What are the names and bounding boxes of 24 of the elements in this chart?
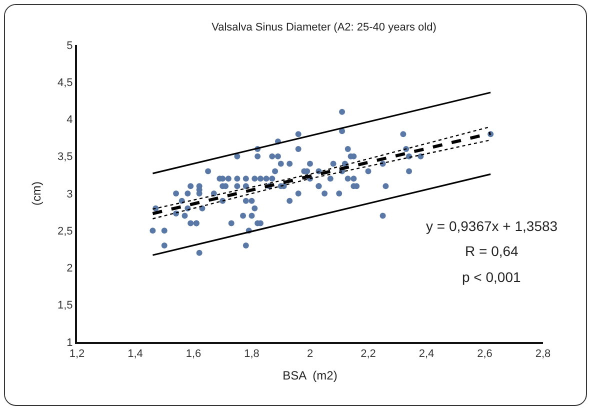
chart-title: Valsalva Sinus Diameter (A2: 25-40 years old) xyxy=(212,22,436,34)
y-tick-label: 2,5 xyxy=(58,225,73,238)
annotation: y = 0,9367x + 1,3583 xyxy=(426,218,558,234)
y-tick-label: 1,5 xyxy=(58,300,73,312)
annotation: p < 0,001 xyxy=(462,269,521,285)
y-tick-label: 5 xyxy=(66,40,73,52)
y-tick-label: 3 xyxy=(66,188,73,200)
x-tick-label: 1,2 xyxy=(69,348,85,360)
y-tick-label: 1 xyxy=(66,336,73,349)
x-tick-label: 2,4 xyxy=(418,348,434,360)
x-tick-label: 2,8 xyxy=(535,348,551,360)
x-tick-label: 1,8 xyxy=(244,348,260,360)
x-tick-label: 1,6 xyxy=(186,348,202,360)
x-tick-label: 2,6 xyxy=(477,348,492,360)
annotation: R = 0,64 xyxy=(465,243,519,259)
x-tick-label: 2,2 xyxy=(360,348,376,360)
y-tick-label: 3,5 xyxy=(58,151,73,164)
x-axis-title: BSA (m2) xyxy=(282,368,338,383)
y-tick-label: 4,5 xyxy=(58,76,73,89)
y-axis-title: (cm) xyxy=(29,182,44,206)
y-tick-label: 4 xyxy=(66,114,73,126)
x-tick-label: 2 xyxy=(306,348,314,360)
x-tick-label: 1,4 xyxy=(128,348,143,360)
y-tick-label: 2 xyxy=(66,262,73,275)
